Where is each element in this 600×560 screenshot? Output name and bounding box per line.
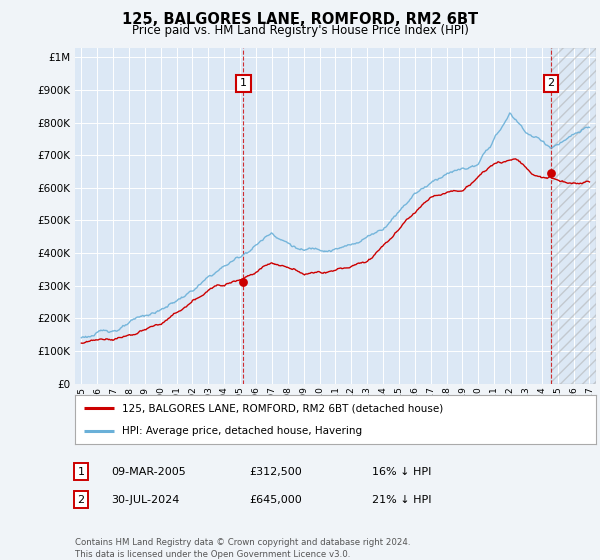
Text: 1: 1 (77, 466, 85, 477)
Text: 30-JUL-2024: 30-JUL-2024 (111, 494, 179, 505)
Text: £312,500: £312,500 (249, 466, 302, 477)
Text: 2: 2 (547, 78, 554, 88)
Text: 16% ↓ HPI: 16% ↓ HPI (372, 466, 431, 477)
Text: 2: 2 (77, 494, 85, 505)
Text: HPI: Average price, detached house, Havering: HPI: Average price, detached house, Have… (122, 426, 362, 436)
Text: 125, BALGORES LANE, ROMFORD, RM2 6BT (detached house): 125, BALGORES LANE, ROMFORD, RM2 6BT (de… (122, 403, 443, 413)
Point (546, 169, 556, 178)
Text: Price paid vs. HM Land Registry's House Price Index (HPI): Price paid vs. HM Land Registry's House … (131, 24, 469, 36)
Text: 125, BALGORES LANE, ROMFORD, RM2 6BT: 125, BALGORES LANE, ROMFORD, RM2 6BT (122, 12, 478, 27)
Text: £645,000: £645,000 (249, 494, 302, 505)
Text: Contains HM Land Registry data © Crown copyright and database right 2024.
This d: Contains HM Land Registry data © Crown c… (75, 538, 410, 559)
Point (239, 277, 248, 286)
Text: 1: 1 (240, 78, 247, 88)
Text: 21% ↓ HPI: 21% ↓ HPI (372, 494, 431, 505)
Text: 09-MAR-2005: 09-MAR-2005 (111, 466, 186, 477)
